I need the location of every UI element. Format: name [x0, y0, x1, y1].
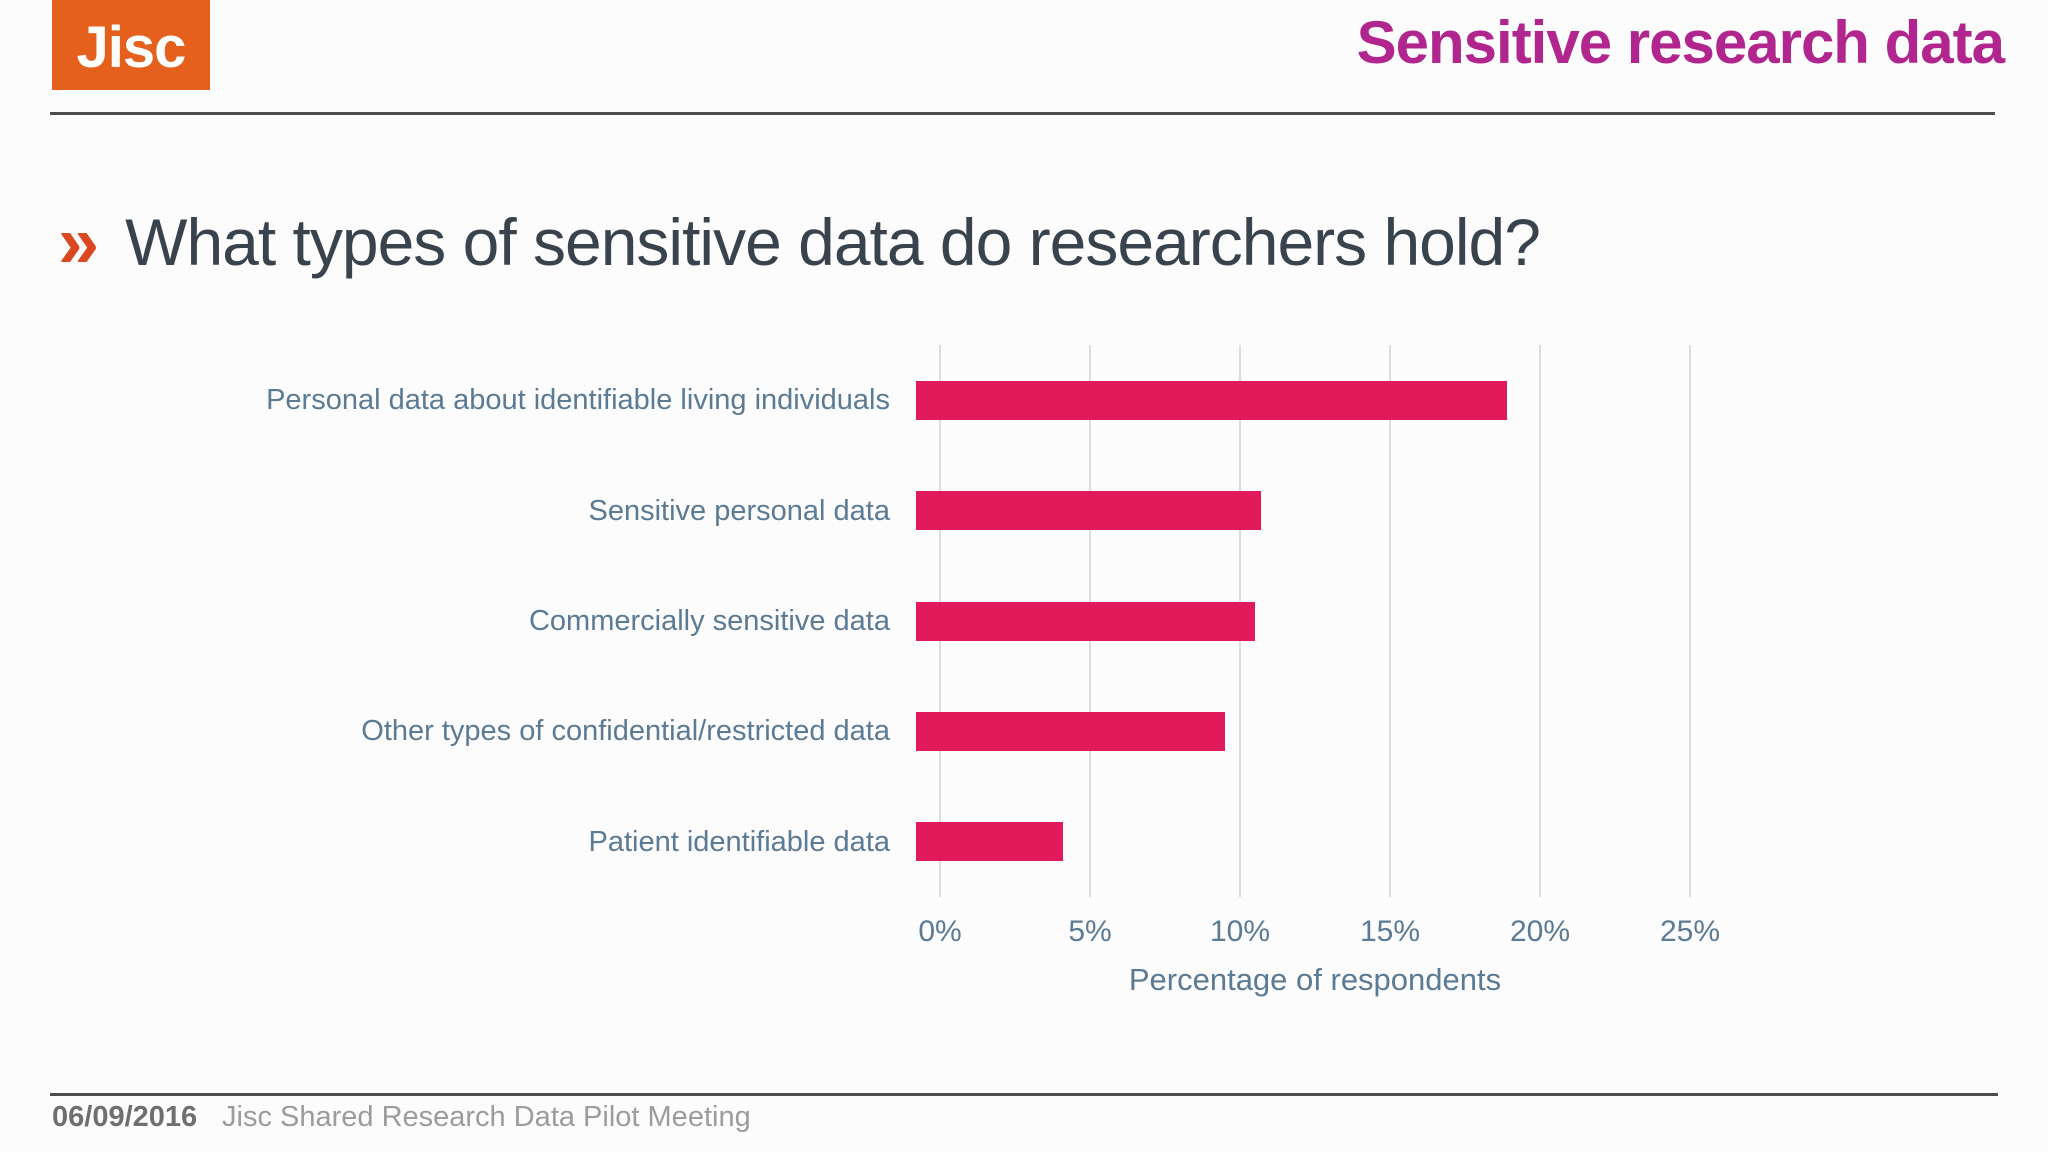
bar: [916, 601, 1255, 641]
slide-title: Sensitive research data: [1356, 9, 2005, 76]
chart-rows: Personal data about identifiable living …: [0, 345, 2048, 897]
x-tick-label: 5%: [1068, 915, 1112, 948]
bar-track: [916, 601, 1666, 641]
category-label: Personal data about identifiable living …: [266, 384, 890, 417]
chevron-bullet-icon: »: [58, 200, 100, 283]
header-divider: [50, 112, 1995, 115]
chart-row: Sensitive personal data: [0, 455, 2048, 565]
x-tick-label: 15%: [1359, 915, 1421, 948]
category-label: Patient identifiable data: [588, 825, 891, 858]
category-label: Commercially sensitive data: [528, 605, 890, 638]
chart-row: Other types of confidential/restricted d…: [0, 676, 2048, 786]
x-tick-label: 25%: [1659, 915, 1721, 948]
bar-track: [916, 711, 1666, 751]
bar-track: [916, 380, 1666, 420]
x-tick-label: 20%: [1509, 915, 1571, 948]
x-tick-label: 10%: [1209, 915, 1271, 948]
chart-row: Patient identifiable data: [0, 787, 2048, 897]
chart-row: Personal data about identifiable living …: [0, 345, 2048, 455]
category-label: Other types of confidential/restricted d…: [361, 715, 890, 748]
category-label: Sensitive personal data: [588, 494, 890, 527]
bar-track: [916, 822, 1666, 862]
bar: [916, 491, 1261, 531]
jisc-logo-text: Jisc: [76, 14, 187, 80]
gridline: [1389, 345, 1391, 897]
footer-event-title: Jisc Shared Research Data Pilot Meeting: [222, 1101, 751, 1133]
chart-row: Commercially sensitive data: [0, 566, 2048, 676]
gridline: [1689, 345, 1691, 897]
question-heading: » What types of sensitive data do resear…: [58, 196, 1541, 288]
footer-date: 06/09/2016: [52, 1101, 198, 1133]
gridline: [1539, 345, 1541, 897]
footer-divider: [50, 1093, 1998, 1096]
x-tick-label: 0%: [918, 915, 962, 948]
bar: [916, 711, 1225, 751]
jisc-logo: Jisc: [52, 0, 210, 90]
question-heading-text: What types of sensitive data do research…: [125, 205, 1541, 279]
bar: [916, 822, 1063, 862]
x-axis-ticks: 0% 5% 10% 15% 20% 25%: [918, 915, 1720, 957]
x-axis-title: Percentage of respondents: [1128, 962, 1502, 997]
bar-chart: Personal data about identifiable living …: [0, 345, 2048, 897]
bar: [916, 380, 1507, 420]
bar-track: [916, 491, 1666, 531]
